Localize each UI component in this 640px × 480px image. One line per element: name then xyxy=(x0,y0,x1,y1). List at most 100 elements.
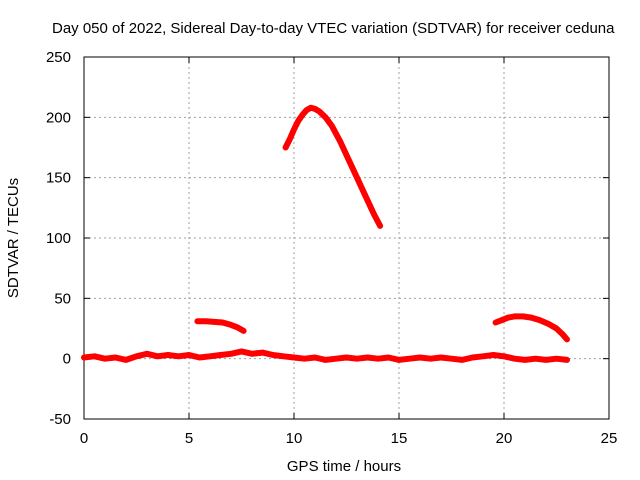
data-point xyxy=(228,322,234,328)
chart-title: Day 050 of 2022, Sidereal Day-to-day VTE… xyxy=(52,20,615,37)
data-point xyxy=(260,350,265,356)
y-tick-label: -50 xyxy=(49,411,71,428)
data-point xyxy=(308,105,314,111)
y-tick-label: 0 xyxy=(63,351,71,368)
x-axis-label: GPS time / hours xyxy=(287,458,401,475)
data-point xyxy=(386,355,391,360)
data-point xyxy=(329,123,335,129)
data-point xyxy=(186,352,192,358)
data-point xyxy=(528,315,534,321)
data-point xyxy=(218,352,223,358)
data-point xyxy=(560,332,566,337)
data-point xyxy=(354,175,360,181)
data-point xyxy=(407,356,412,362)
data-point xyxy=(239,348,244,354)
data-point xyxy=(375,356,381,362)
data-point xyxy=(295,118,301,124)
data-point xyxy=(249,351,255,357)
data-point xyxy=(281,353,286,359)
data-point xyxy=(241,328,247,334)
series-arc-evening xyxy=(492,313,570,343)
data-point xyxy=(564,336,570,342)
axis-ticks: 0 5 10 15 20 25 -50 0 50 100 150 200 250 xyxy=(46,49,617,447)
y-axis-label: SDTVAR / TECUs xyxy=(5,178,22,298)
data-point xyxy=(134,353,139,359)
x-tick-label: 25 xyxy=(601,430,618,447)
data-point xyxy=(449,356,454,362)
data-point xyxy=(493,320,499,325)
data-point xyxy=(304,107,310,113)
data-point xyxy=(144,351,150,357)
data-point xyxy=(371,211,377,217)
data-point xyxy=(522,357,528,363)
data-point xyxy=(554,326,559,331)
data-point xyxy=(220,320,226,325)
data-point xyxy=(323,114,328,120)
data-point xyxy=(505,315,511,321)
data-point xyxy=(491,352,496,358)
data-point xyxy=(234,324,240,330)
series-arc-morning xyxy=(194,318,247,334)
data-point xyxy=(194,318,200,324)
data-point xyxy=(533,356,538,362)
x-tick-label: 20 xyxy=(496,430,513,447)
data-point xyxy=(291,355,297,360)
data-point xyxy=(211,319,217,325)
data-point xyxy=(312,106,318,112)
data-point xyxy=(537,317,543,323)
data-point xyxy=(203,318,209,324)
data-point xyxy=(543,357,549,363)
data-point xyxy=(428,356,433,362)
data-point xyxy=(438,355,444,360)
data-point xyxy=(554,356,559,362)
data-point xyxy=(564,357,570,363)
data-point xyxy=(323,357,328,363)
data-point xyxy=(520,313,526,319)
y-tick-label: 150 xyxy=(46,170,71,187)
data-point xyxy=(92,353,97,359)
y-tick-label: 100 xyxy=(46,230,71,247)
x-tick-label: 5 xyxy=(185,430,193,447)
data-point xyxy=(346,157,352,163)
data-point xyxy=(81,355,87,360)
y-tick-label: 50 xyxy=(54,290,71,307)
data-point xyxy=(176,353,181,359)
data-point xyxy=(512,313,517,319)
data-point xyxy=(291,126,297,132)
series-baseline xyxy=(81,348,570,363)
data-point xyxy=(417,355,423,360)
data-point xyxy=(113,355,118,360)
series-group xyxy=(81,104,570,363)
data-point xyxy=(155,353,160,359)
data-point xyxy=(459,357,465,363)
series-arc-midday xyxy=(282,104,384,229)
data-point xyxy=(365,355,370,360)
data-point xyxy=(197,355,202,360)
y-tick-label: 200 xyxy=(46,109,71,126)
x-tick-label: 0 xyxy=(80,430,88,447)
data-point xyxy=(316,108,322,114)
data-point xyxy=(283,145,289,150)
data-point xyxy=(312,355,318,360)
data-point xyxy=(362,193,368,199)
data-point xyxy=(302,356,307,362)
data-point xyxy=(499,317,505,323)
data-point xyxy=(344,355,349,360)
data-point xyxy=(207,353,213,359)
data-point xyxy=(480,353,486,359)
x-tick-label: 15 xyxy=(391,430,408,447)
data-point xyxy=(470,355,475,360)
data-point xyxy=(270,352,276,358)
x-tick-label: 10 xyxy=(286,430,303,447)
data-point xyxy=(287,136,293,142)
data-point xyxy=(299,112,305,118)
data-point xyxy=(501,353,507,359)
grid xyxy=(84,57,609,419)
data-point xyxy=(228,351,234,357)
y-tick-label: 250 xyxy=(46,49,71,66)
data-point xyxy=(396,357,402,363)
data-point xyxy=(337,139,343,144)
data-point xyxy=(545,321,551,327)
data-point xyxy=(123,357,129,363)
